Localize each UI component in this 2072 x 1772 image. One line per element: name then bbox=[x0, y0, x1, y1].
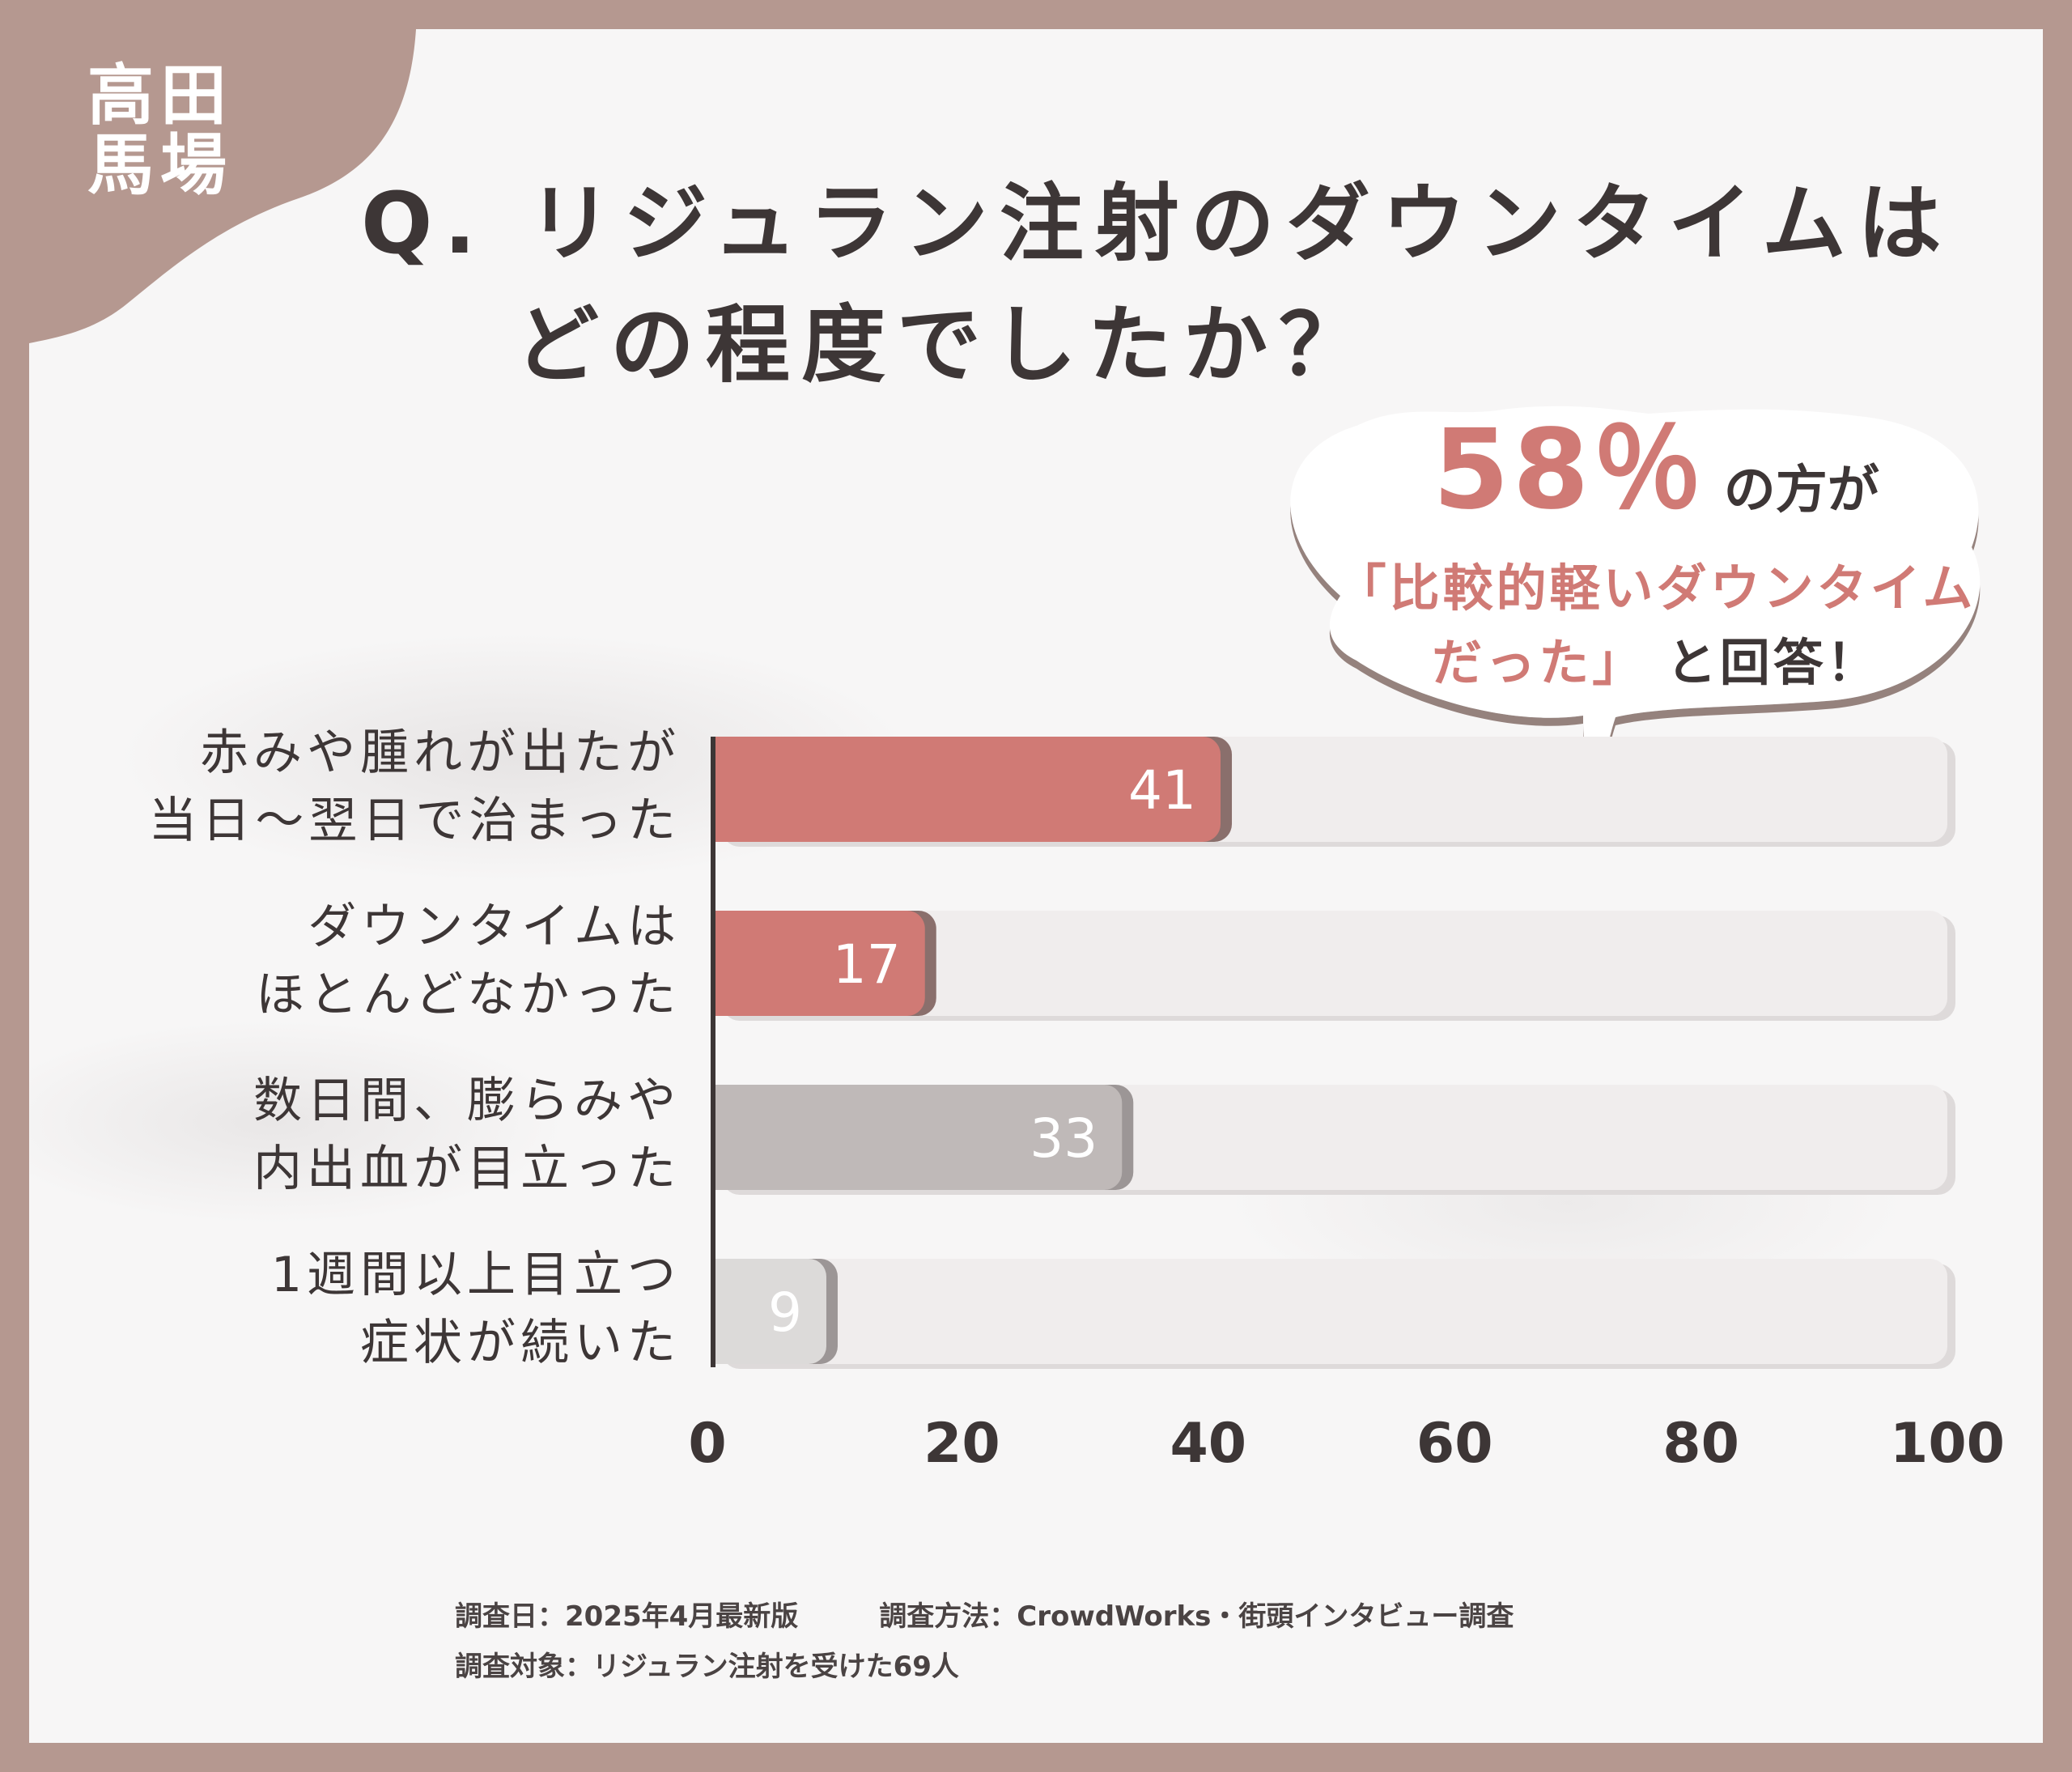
callout-after-percent: の方が bbox=[1723, 461, 1879, 521]
survey-date: 調査日：2025年4月最新版 bbox=[455, 1600, 799, 1633]
bar bbox=[715, 1259, 826, 1364]
category-label: ほとんどなかった bbox=[256, 967, 681, 1023]
bar-value-label: 9 bbox=[768, 1281, 802, 1344]
x-tick-label: 80 bbox=[1662, 1412, 1739, 1476]
callout-after-quote: と回答！ bbox=[1666, 633, 1880, 692]
category-label: 数日間、膨らみや bbox=[253, 1073, 681, 1129]
corner-decoration bbox=[29, 29, 416, 343]
survey-target: 調査対象：リジュラン注射を受けた69人 bbox=[455, 1651, 959, 1683]
x-tick-label: 40 bbox=[1170, 1412, 1246, 1476]
bar-value-label: 17 bbox=[833, 933, 901, 996]
category-label: 赤みや腫れが出たが bbox=[200, 725, 681, 781]
page-title: Q. リジュラン注射のダウンタイムは どの程度でしたか？ bbox=[361, 163, 1953, 406]
survey-method: 調査方法：CrowdWorks・街頭インタビュー調査 bbox=[879, 1600, 1514, 1633]
logo: 高田 馬場 bbox=[87, 62, 241, 201]
x-tick-label: 20 bbox=[923, 1412, 1000, 1476]
bar bbox=[715, 737, 1221, 842]
title-line-2: どの程度でしたか？ bbox=[515, 295, 1375, 394]
category-label: 症状が続いた bbox=[360, 1315, 681, 1371]
y-axis-line bbox=[711, 737, 715, 1367]
logo-line-1: 高田 bbox=[87, 57, 234, 134]
callout-quote-line-2: だった」 bbox=[1432, 633, 1646, 692]
category-label: 内出血が目立った bbox=[253, 1141, 681, 1197]
survey-footer: 調査日：2025年4月最新版 調査方法：CrowdWorks・街頭インタビュー調査… bbox=[455, 1591, 1514, 1692]
callout-percent: 58％ bbox=[1433, 406, 1706, 534]
bar bbox=[715, 1085, 1123, 1190]
category-label: 当日～翌日で治まった bbox=[148, 793, 681, 849]
bar-track bbox=[715, 1259, 1947, 1364]
x-tick-label: 0 bbox=[688, 1412, 726, 1476]
bar-left-edge bbox=[715, 1085, 740, 1190]
logo-line-2: 馬場 bbox=[87, 127, 234, 204]
x-tick-label: 100 bbox=[1890, 1412, 2005, 1476]
bar-value-label: 41 bbox=[1128, 759, 1196, 822]
x-tick-label: 60 bbox=[1416, 1412, 1493, 1476]
bar-left-edge bbox=[715, 1259, 740, 1364]
bar-value-label: 33 bbox=[1030, 1107, 1098, 1170]
category-label: 1週間以上目立つ bbox=[271, 1247, 681, 1303]
bar bbox=[715, 911, 925, 1016]
callout-quote-line-1: 「比較的軽いダウンタイム bbox=[1335, 559, 1976, 618]
bar-track bbox=[715, 911, 1947, 1016]
callout-text: 58％ の方が 「比較的軽いダウンタイム だった」 と回答！ bbox=[1292, 410, 2020, 700]
title-line-1: Q. リジュラン注射のダウンタイムは bbox=[361, 174, 1953, 273]
bar-left-edge bbox=[715, 911, 740, 1016]
infographic-frame: 高田 馬場 Q. リジュラン注射のダウンタイムは どの程度でしたか？ 58％ の… bbox=[29, 29, 2043, 1743]
bar-left-edge bbox=[715, 737, 740, 842]
category-label: ダウンタイムは bbox=[308, 899, 681, 955]
